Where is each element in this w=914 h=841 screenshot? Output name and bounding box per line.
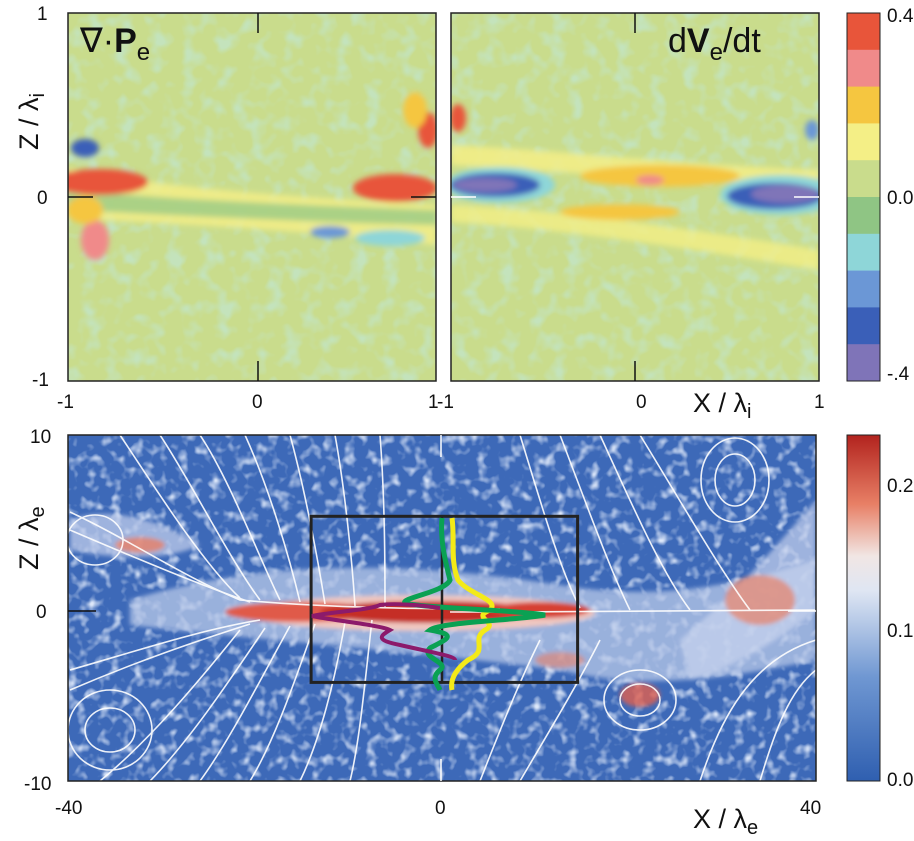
colorbar-top-frame [846, 12, 881, 382]
xlabel-bottom: X / λe [693, 804, 758, 839]
panel-bottom [67, 434, 817, 782]
bottom-axes: 10 0 -10 Z / λe -40 0 40 X / λe [14, 427, 821, 839]
colorbar-top-level [847, 344, 880, 382]
yellow-band-lower [451, 205, 819, 270]
profile-purple [311, 602, 457, 662]
red-feature-left [68, 169, 148, 195]
ylabel-top: Z / λi [14, 93, 49, 150]
colorbar-top-level [847, 160, 880, 198]
orange-feature-center [580, 165, 740, 187]
xtick-left-1: 1 [428, 392, 439, 413]
xtick-bottom-0: 0 [435, 798, 446, 819]
colorbar-top-tick-zero: 0.0 [887, 188, 913, 209]
orange-feature-left [68, 196, 103, 224]
xtick-left-0: 0 [252, 392, 263, 413]
current-sheet-green-band [68, 190, 436, 225]
panel-div-pe: ∇·Pe [67, 12, 437, 382]
ytick-bottom-0: 0 [36, 602, 47, 623]
panel-dve-dt: dVe/dt [450, 12, 820, 382]
colorbar-top-level [847, 197, 880, 235]
xtick-left-neg1: -1 [57, 392, 74, 413]
colorbar-top-level [847, 123, 880, 161]
xtick-bottom-40: 40 [800, 798, 821, 819]
blue-feature-top-right [805, 120, 819, 140]
colorbar-bottom: 0.2 0.1 0.0 [846, 434, 913, 791]
magnetic-field-lines [68, 435, 816, 781]
blue-feature-left [71, 139, 99, 157]
panel-dve-dt-title: dVe/dt [668, 22, 761, 66]
colorbar-top-level [847, 13, 880, 51]
red-feature-right [353, 174, 436, 202]
ytick-top-0: 0 [37, 188, 48, 209]
xtick-right-neg1: -1 [437, 392, 454, 413]
xlabel-top: X / λi [693, 388, 751, 423]
xtick-bottom-neg40: -40 [55, 798, 82, 819]
light-region-upper-left [70, 514, 200, 557]
ytick-top-1: 1 [37, 4, 48, 25]
hot-spot-lower-right [620, 683, 660, 707]
hot-spot-lower [535, 652, 585, 668]
hot-spot-right [725, 575, 795, 625]
colorbar-top-tick-max: 0.4 [887, 6, 914, 27]
cyan-feature-right [355, 230, 425, 246]
colorbar-top-level [847, 233, 880, 272]
pink-feature [636, 175, 664, 185]
colorbar-top-level [847, 307, 880, 345]
purple-feature-left [453, 178, 517, 192]
colorbar-top-level [847, 49, 880, 88]
ytick-bottom-neg10: -10 [24, 774, 51, 795]
panel-bottom-frame [67, 434, 817, 782]
colorbar-top-tick-min: -.4 [887, 364, 910, 385]
orange-feature-lower [560, 204, 680, 220]
ytick-bottom-10: 10 [30, 427, 51, 448]
colorbar-top-level [847, 86, 880, 124]
colorbar-bottom-tick-00: 0.0 [887, 770, 913, 791]
pink-feature-left [81, 220, 109, 260]
colorbar-top: 0.4 0.0 -.4 [846, 6, 914, 385]
red-feature-top-left [451, 104, 466, 132]
colorbar-bottom-gradient [846, 434, 881, 782]
colorbar-top-level [847, 270, 880, 308]
panel-div-pe-title: ∇·Pe [79, 22, 150, 66]
analysis-box [309, 514, 580, 684]
profile-green [402, 517, 546, 692]
colorbar-bottom-tick-01: 0.1 [887, 621, 913, 642]
ylabel-bottom: Z / λe [14, 506, 49, 570]
purple-feature-right [751, 185, 819, 203]
top-axes: 1 0 -1 Z / λi -1 0 1 -1 0 1 X / λi [14, 4, 825, 423]
blue-feature-right [310, 226, 350, 238]
xtick-right-1: 1 [814, 392, 825, 413]
colorbar-bottom-tick-02: 0.2 [887, 476, 913, 497]
xtick-right-0: 0 [636, 392, 647, 413]
ytick-top-neg1: -1 [32, 370, 49, 391]
orange-feature-right [403, 92, 427, 128]
